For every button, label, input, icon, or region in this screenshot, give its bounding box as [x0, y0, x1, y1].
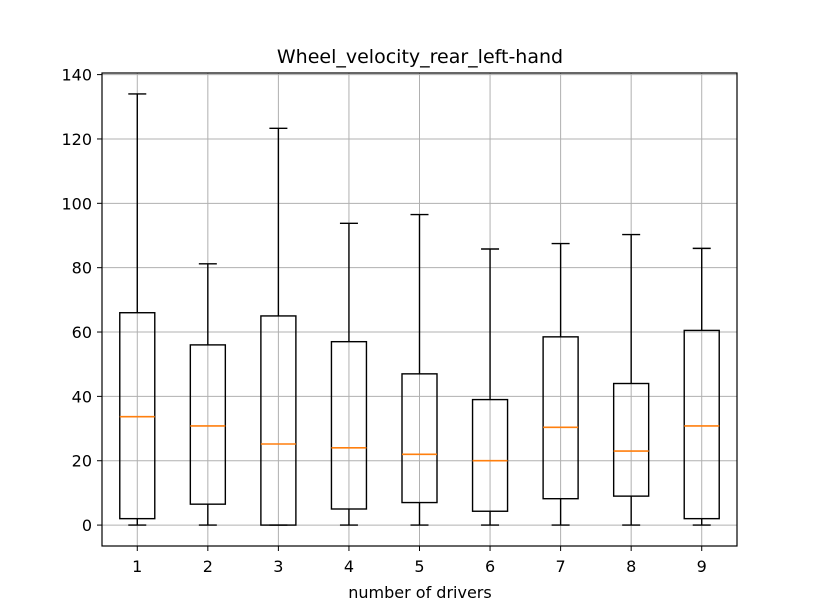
box-group-3	[260, 127, 297, 526]
box-group-8	[612, 233, 650, 526]
y-tick-label: 20	[72, 452, 92, 471]
x-tick-label: 8	[626, 557, 636, 576]
x-tick-label: 4	[344, 557, 354, 576]
iqr-box	[260, 315, 297, 526]
iqr-box	[471, 398, 509, 512]
box-group-9	[683, 247, 720, 526]
iqr-box	[612, 382, 650, 497]
y-tick-label: 120	[61, 130, 92, 149]
boxes	[119, 93, 720, 526]
chart-title: Wheel_velocity_rear_left-hand	[277, 46, 563, 68]
x-tick-label: 2	[203, 557, 213, 576]
y-tick-label: 60	[72, 323, 92, 342]
iqr-box	[189, 344, 227, 505]
iqr-box	[401, 373, 438, 504]
x-tick-label: 9	[697, 557, 707, 576]
y-tick-label: 80	[72, 259, 92, 278]
iqr-box	[542, 336, 579, 500]
x-axis-label: number of drivers	[348, 583, 491, 602]
iqr-box	[119, 312, 156, 520]
x-tick-label: 1	[132, 557, 142, 576]
y-tick-label: 40	[72, 387, 92, 406]
y-tick-label: 140	[61, 66, 92, 85]
iqr-box	[330, 340, 368, 510]
y-tick-label: 100	[61, 194, 92, 213]
box-group-7	[542, 242, 579, 526]
iqr-box	[683, 329, 720, 520]
ticks: 0 20 40 60 80 100 120 140 1 2 3 4 5 6 7 8 9	[61, 66, 706, 576]
y-tick-label: 0	[82, 516, 92, 535]
box-group-5	[401, 213, 438, 526]
x-tick-label: 6	[485, 557, 495, 576]
box-group-1	[119, 93, 156, 526]
box-group-6	[471, 248, 509, 526]
x-tick-label: 3	[273, 557, 283, 576]
x-tick-label: 7	[556, 557, 566, 576]
box-group-4	[330, 222, 368, 526]
x-tick-label: 5	[414, 557, 424, 576]
box-group-2	[189, 263, 227, 526]
